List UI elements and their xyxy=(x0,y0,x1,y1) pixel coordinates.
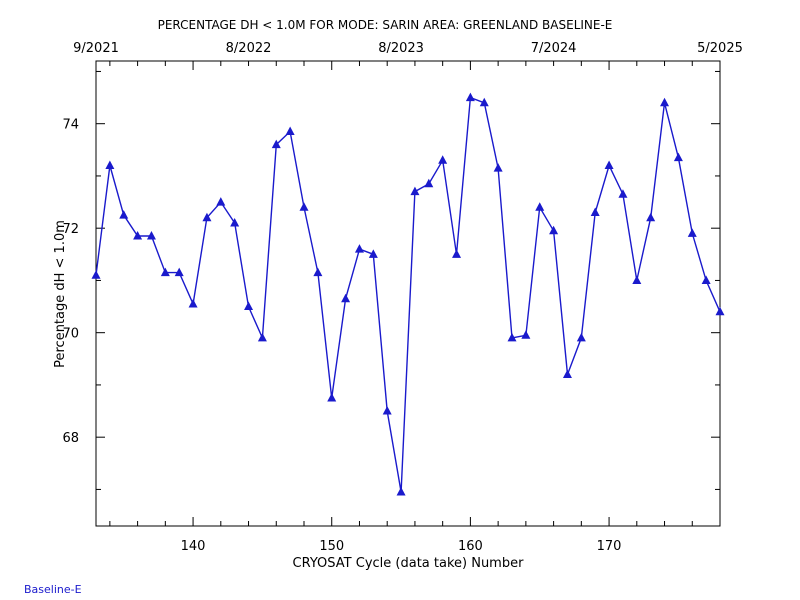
x-tick-label: 150 xyxy=(319,539,344,554)
y-tick-label: 72 xyxy=(62,222,79,237)
data-point-marker xyxy=(160,267,170,277)
data-point-marker xyxy=(632,275,642,284)
data-point-marker xyxy=(410,186,420,196)
top-axis-labels: 9/2021 8/2022 8/2023 7/2024 5/2025 xyxy=(73,41,743,56)
data-point-marker xyxy=(91,270,101,279)
data-point-marker xyxy=(396,487,406,496)
data-point-marker xyxy=(604,160,614,169)
y-tick-label: 70 xyxy=(62,327,79,342)
data-point-marker xyxy=(562,369,572,378)
series-layer xyxy=(91,92,725,496)
x-tick-label: 170 xyxy=(597,539,622,554)
top-date-label: 8/2023 xyxy=(378,41,424,56)
top-date-label: 9/2021 xyxy=(73,41,119,56)
y-tick-label: 74 xyxy=(62,118,79,133)
x-axis-label: CRYOSAT Cycle (data take) Number xyxy=(293,556,525,571)
data-point-marker xyxy=(646,212,656,222)
data-point-marker xyxy=(202,212,212,222)
data-point-marker xyxy=(521,330,531,339)
data-point-marker xyxy=(299,202,309,211)
plot-frame xyxy=(95,60,721,527)
data-point-marker xyxy=(673,152,683,162)
x-tick-label: 160 xyxy=(458,539,483,554)
series-line xyxy=(95,96,721,493)
data-point-marker xyxy=(354,244,364,253)
data-point-marker xyxy=(285,126,295,136)
data-point-marker xyxy=(216,197,226,206)
data-point-marker xyxy=(715,306,725,316)
data-point-marker xyxy=(618,189,628,198)
y-axis-label: Percentage dH < 1.0m xyxy=(53,220,68,368)
data-point-marker xyxy=(105,160,115,169)
data-point-marker xyxy=(257,332,267,342)
data-point-marker xyxy=(576,332,586,342)
data-point-marker xyxy=(133,231,143,240)
data-point-marker xyxy=(493,163,503,172)
chart-title: PERCENTAGE DH < 1.0M FOR MODE: SARIN ARE… xyxy=(158,18,613,32)
top-date-label: 7/2024 xyxy=(531,41,577,56)
data-point-marker xyxy=(590,207,600,217)
data-point-marker xyxy=(382,406,392,415)
data-point-marker xyxy=(327,392,337,402)
tick-labels: 140 150 160 170 68 70 72 74 xyxy=(62,118,621,554)
data-point-marker xyxy=(174,267,184,277)
data-point-marker xyxy=(701,275,711,284)
x-tick-label: 140 xyxy=(181,539,206,554)
data-point-marker xyxy=(535,202,545,211)
top-date-label: 8/2022 xyxy=(226,41,272,56)
y-tick-label: 68 xyxy=(62,431,79,446)
data-point-marker xyxy=(660,97,670,107)
data-point-marker xyxy=(341,293,351,303)
data-point-marker xyxy=(687,228,697,237)
data-point-marker xyxy=(424,178,434,188)
data-point-marker xyxy=(230,217,240,227)
data-point-marker xyxy=(465,92,475,102)
data-point-marker xyxy=(479,97,489,107)
axis-ticks xyxy=(96,61,721,526)
data-point-marker xyxy=(244,301,254,311)
data-point-marker xyxy=(507,332,517,342)
data-point-marker xyxy=(146,231,156,240)
data-point-marker xyxy=(313,267,323,277)
top-date-label: 5/2025 xyxy=(697,41,743,56)
data-point-marker xyxy=(438,155,448,164)
data-point-marker xyxy=(188,298,198,308)
data-point-marker xyxy=(549,225,559,235)
data-point-marker xyxy=(452,249,462,258)
data-point-marker xyxy=(271,139,281,149)
baseline-footer-label: Baseline-E xyxy=(24,583,82,596)
data-point-marker xyxy=(368,249,378,258)
data-point-marker xyxy=(119,210,129,219)
